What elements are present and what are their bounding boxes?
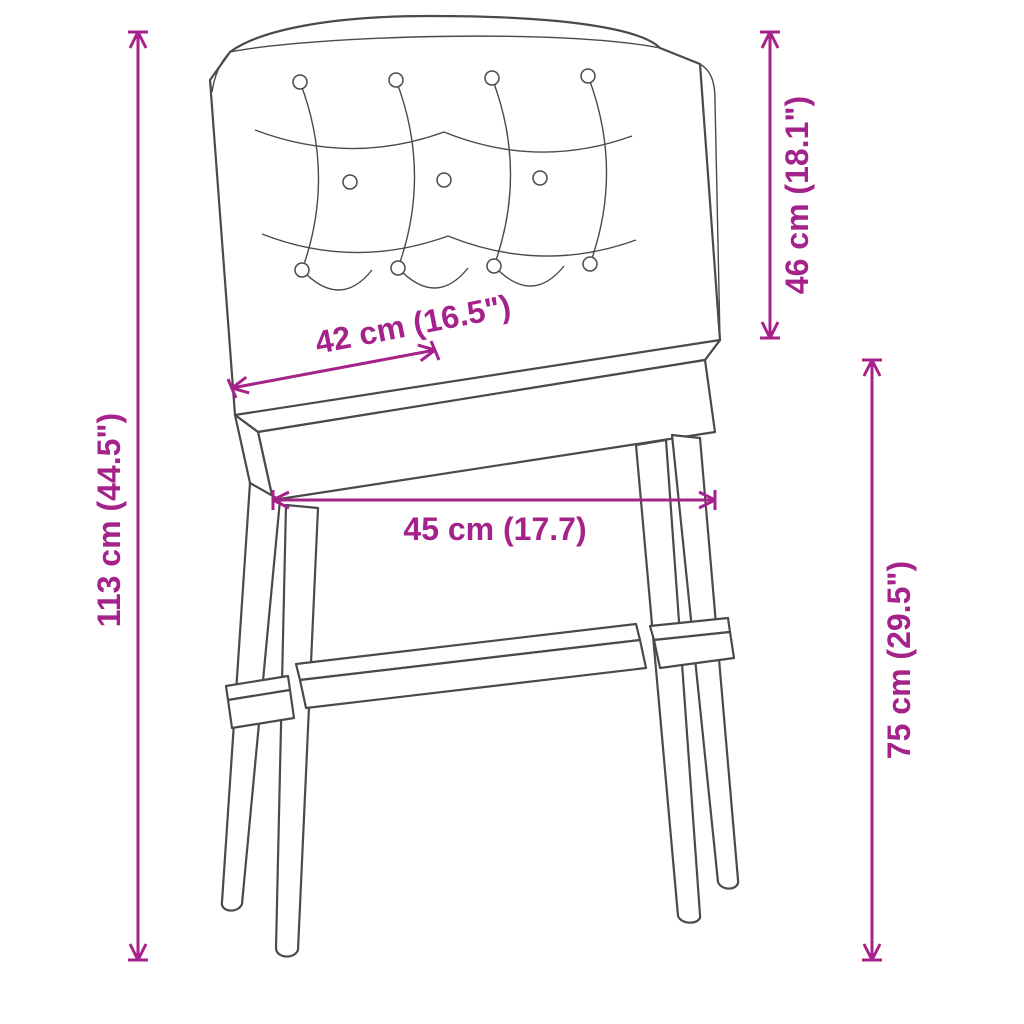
dimension-label: 45 cm (17.7)	[403, 511, 586, 547]
tuft-button	[343, 175, 357, 189]
chair-leg	[276, 505, 318, 957]
tuft-button	[533, 171, 547, 185]
dimension-label: 113 cm (44.5")	[91, 413, 127, 627]
tuft-button	[293, 75, 307, 89]
tuft-button	[295, 263, 309, 277]
dimension-label: 46 cm (18.1")	[779, 96, 815, 294]
dimension-label: 75 cm (29.5")	[881, 561, 917, 759]
tuft-button	[389, 73, 403, 87]
tuft-button	[583, 257, 597, 271]
tuft-button	[437, 173, 451, 187]
chair-drawing	[210, 16, 738, 957]
dimension-diagram: 113 cm (44.5") 46 cm (18.1") 75 cm (29.5")…	[0, 0, 1024, 1024]
tuft-button	[487, 259, 501, 273]
tuft-button	[485, 71, 499, 85]
tuft-button	[391, 261, 405, 275]
tuft-button	[581, 69, 595, 83]
